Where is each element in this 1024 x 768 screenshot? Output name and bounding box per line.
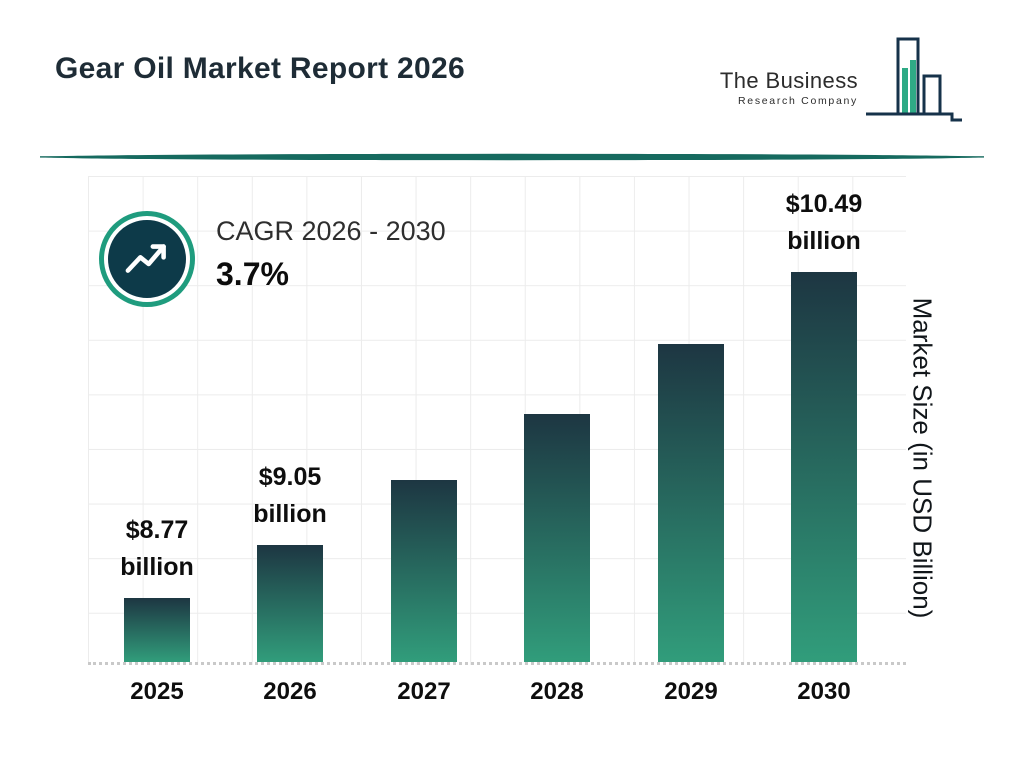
y-axis-label: Market Size (in USD Billion)	[907, 297, 938, 619]
x-axis-labels: 2025 2026 2027 2028 2029 2030	[88, 678, 906, 712]
logo-title: The Business	[719, 67, 858, 93]
x-tick-2030: 2030	[797, 678, 851, 705]
value-label-2026: $9.05 billion	[253, 463, 327, 528]
value-label-2025: $8.77 billion	[120, 516, 194, 581]
value-label-2030: $10.49 billion	[785, 190, 863, 255]
cagr-badge: CAGR 2026 - 2030 3.7%	[98, 210, 446, 302]
bar-2027	[391, 480, 457, 662]
bar-2030	[791, 272, 857, 662]
bar-2028	[524, 414, 590, 662]
x-tick-2025: 2025	[130, 678, 184, 705]
logo-subtitle: Research Company	[738, 94, 858, 107]
trend-arrow-icon	[104, 216, 190, 302]
cagr-text-block: CAGR 2026 - 2030 3.7%	[216, 210, 446, 293]
plot-area: $8.77 billion $9.05 billion $10.49 billion	[88, 176, 906, 665]
divider-line	[40, 153, 984, 161]
x-tick-2029: 2029	[664, 678, 718, 705]
cagr-period: CAGR 2026 - 2030	[216, 216, 446, 246]
x-tick-2028: 2028	[530, 678, 584, 705]
cagr-value: 3.7%	[216, 256, 289, 292]
logo: The Business Research Company	[720, 36, 964, 122]
logo-text: The Business Research Company	[720, 68, 858, 107]
bar-2029	[658, 344, 724, 662]
bar-2025	[124, 598, 190, 662]
logo-bars-icon	[866, 37, 962, 122]
bar-2026	[257, 545, 323, 662]
x-tick-2026: 2026	[263, 678, 317, 705]
x-tick-2027: 2027	[397, 678, 451, 705]
page-title: Gear Oil Market Report 2026	[55, 52, 465, 85]
